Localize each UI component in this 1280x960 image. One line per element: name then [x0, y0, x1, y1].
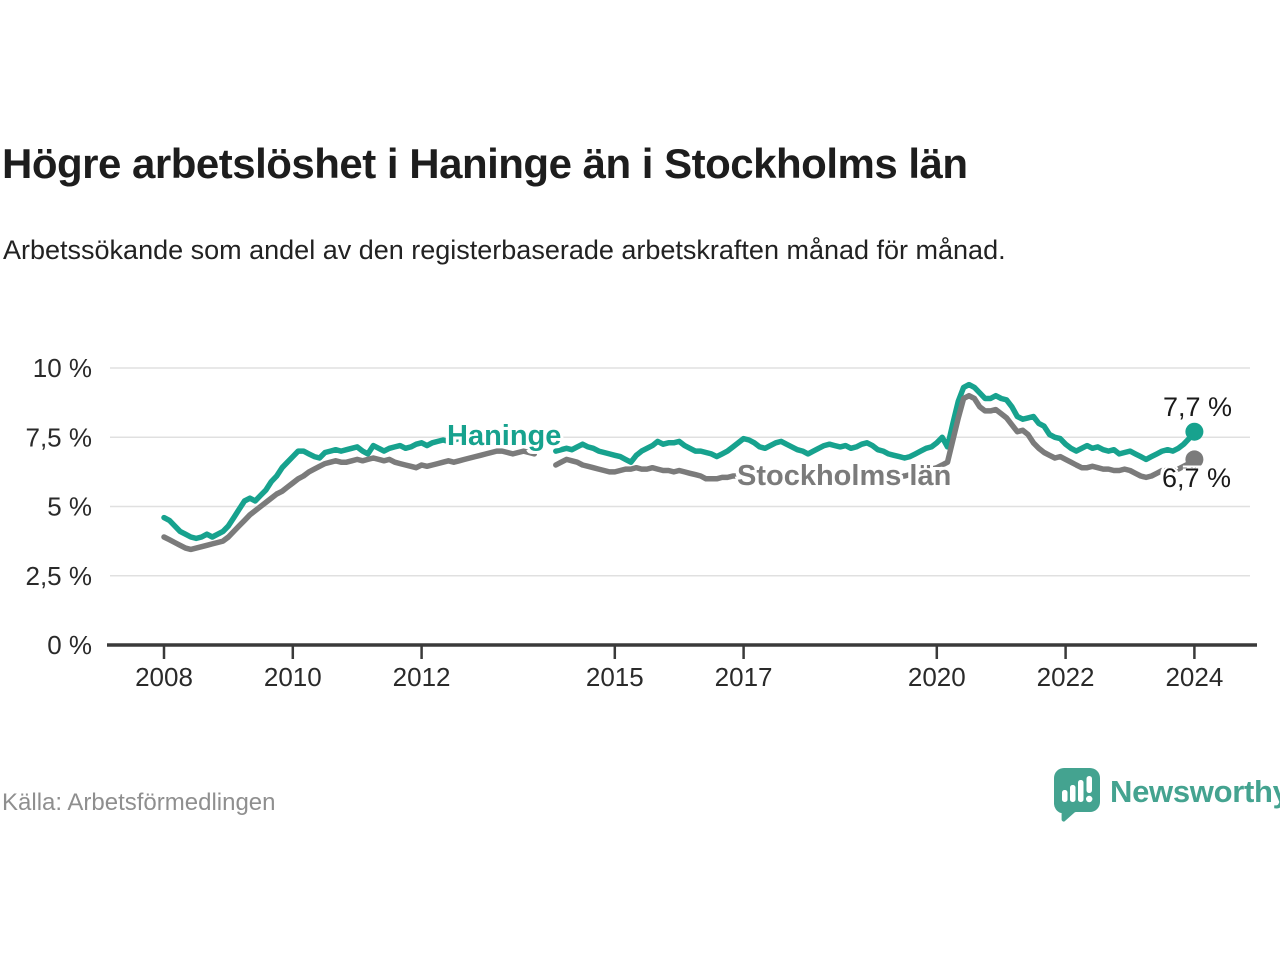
- x-tick-label: 2008: [135, 662, 193, 692]
- chart-subtitle: Arbetssökande som andel av den registerb…: [3, 235, 1006, 265]
- series-end-dot-stockholms-lan: [1185, 450, 1204, 469]
- x-tick-label: 2010: [264, 662, 322, 692]
- y-tick-label: 2,5 %: [26, 561, 93, 591]
- series-line-haninge: [161, 381, 1198, 542]
- series-label-haninge: Haninge: [447, 420, 562, 452]
- newsworthy-brand: Newsworthy: [1054, 768, 1280, 824]
- x-tick-label: 2024: [1165, 662, 1223, 692]
- series-end-dot-haninge: [1185, 422, 1204, 441]
- x-tick-label: 2015: [586, 662, 644, 692]
- source-note: Källa: Arbetsförmedlingen: [2, 789, 276, 816]
- y-tick-label: 5 %: [47, 492, 92, 522]
- end-value-label-haninge: 7,7 %: [1163, 392, 1233, 422]
- series-label-stockholms-lan: Stockholms län: [737, 460, 952, 492]
- x-tick-label: 2017: [715, 662, 773, 692]
- x-tick-label: 2012: [393, 662, 451, 692]
- x-tick-label: 2020: [908, 662, 966, 692]
- end-value-label-stockholms-lan: 6,7 %: [1162, 463, 1232, 493]
- newsworthy-logo-icon: [1054, 768, 1100, 822]
- page-title: Högre arbetslöshet i Haninge än i Stockh…: [2, 140, 968, 187]
- y-tick-label: 10 %: [33, 353, 92, 383]
- x-tick-label: 2022: [1037, 662, 1095, 692]
- series-line-stockholms-lan: [161, 392, 1198, 553]
- y-tick-label: 0 %: [47, 630, 92, 660]
- newsworthy-logo-text: Newsworthy: [1110, 774, 1280, 809]
- y-tick-label: 7,5 %: [26, 422, 93, 452]
- line-chart: 10 % 7,5 % 5 % 2,5 % 0 % 2008 2010 2012 2015 2017…: [26, 353, 1257, 692]
